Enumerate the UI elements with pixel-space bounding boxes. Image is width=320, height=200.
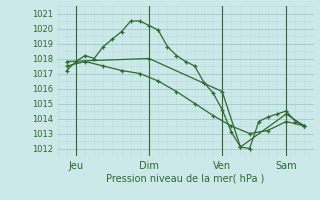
X-axis label: Pression niveau de la mer( hPa ): Pression niveau de la mer( hPa ) xyxy=(107,174,265,184)
